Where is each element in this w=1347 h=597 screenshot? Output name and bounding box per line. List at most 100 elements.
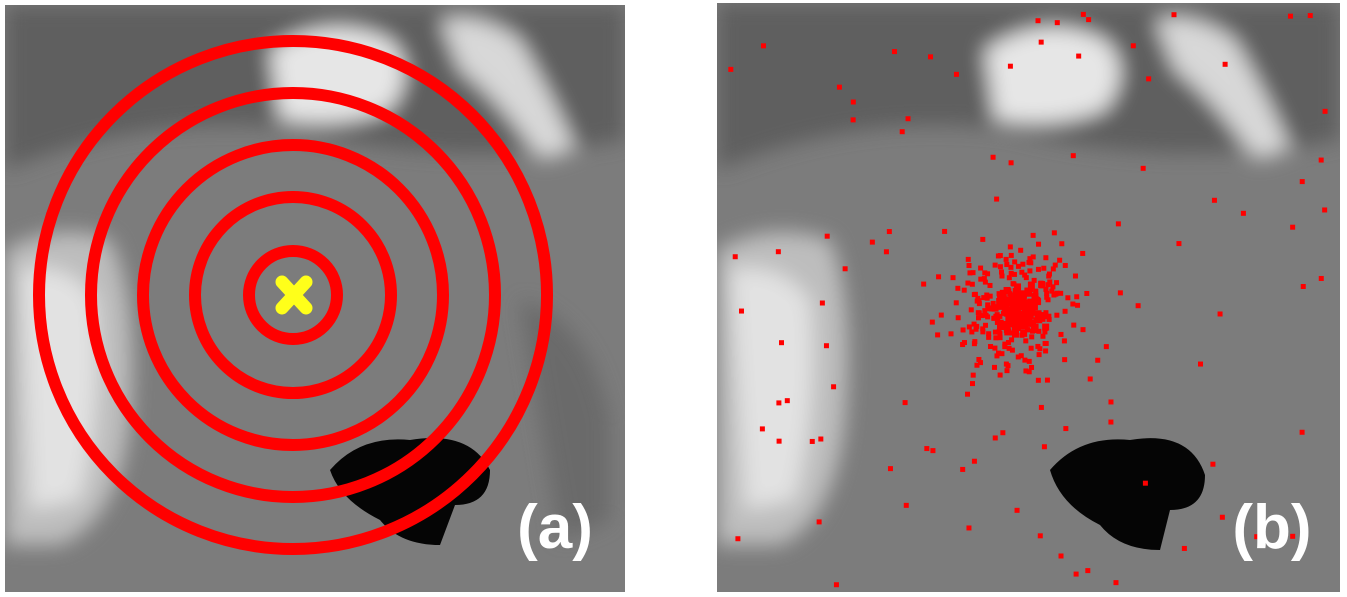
sample-point <box>906 116 911 121</box>
sample-point <box>1071 323 1076 328</box>
sample-point <box>1046 314 1051 319</box>
sample-point <box>1029 334 1034 339</box>
sample-point <box>993 435 998 440</box>
sample-point <box>984 293 989 298</box>
sample-point <box>1004 257 1009 262</box>
sample-point <box>818 437 823 442</box>
sample-point <box>1047 272 1052 277</box>
sample-point <box>960 467 965 472</box>
sample-point <box>1041 312 1046 317</box>
sample-point <box>971 373 976 378</box>
sample-point <box>975 299 980 304</box>
sample-point <box>962 340 967 345</box>
sample-point <box>992 346 997 351</box>
sample-point <box>1054 313 1059 318</box>
sample-point <box>843 266 848 271</box>
sample-point <box>967 324 972 329</box>
panel-label: (a) <box>517 493 593 562</box>
sample-point <box>991 155 996 160</box>
sample-point <box>1198 362 1203 367</box>
sample-point <box>972 322 977 327</box>
sample-point <box>1020 262 1025 267</box>
sample-point <box>904 503 909 508</box>
sample-point <box>1136 303 1141 308</box>
sample-point <box>961 327 966 332</box>
sample-point <box>967 270 972 275</box>
sample-point <box>870 240 875 245</box>
sample-point <box>1022 273 1027 278</box>
sample-point <box>965 281 970 286</box>
sample-point <box>1007 346 1012 351</box>
sample-point <box>1008 244 1013 249</box>
sample-point <box>1005 363 1010 368</box>
sample-point <box>1074 294 1079 299</box>
sample-point <box>1000 430 1005 435</box>
sample-point <box>1084 291 1089 296</box>
sample-point <box>1022 358 1027 363</box>
sample-point <box>888 466 893 471</box>
sample-point <box>1029 309 1036 316</box>
sample-point <box>936 274 941 279</box>
sample-point <box>976 315 981 320</box>
sample-point <box>1011 302 1018 309</box>
sample-point <box>921 282 926 287</box>
sample-point <box>1300 179 1305 184</box>
sample-point <box>1040 334 1045 339</box>
sample-point <box>1043 341 1048 346</box>
sample-point <box>735 536 740 541</box>
sample-point <box>1062 357 1067 362</box>
sample-point <box>1036 242 1041 247</box>
sample-point <box>831 384 836 389</box>
sample-point <box>978 360 983 365</box>
sample-point <box>903 400 908 405</box>
sample-point <box>1300 430 1305 435</box>
sample-point <box>1036 378 1041 383</box>
sample-point <box>993 335 998 340</box>
sample-point <box>930 448 935 453</box>
sample-point <box>1004 322 1011 329</box>
sample-point <box>1022 309 1029 316</box>
sample-point <box>1016 354 1021 359</box>
sample-point <box>1031 293 1038 300</box>
sample-point <box>1009 253 1014 258</box>
sample-point <box>1058 291 1063 296</box>
sample-point <box>1041 266 1046 271</box>
sample-point <box>1035 344 1040 349</box>
sample-point <box>996 253 1001 258</box>
sample-point <box>1024 288 1031 295</box>
sample-point <box>1044 291 1049 296</box>
sample-point <box>1016 264 1021 269</box>
sample-point <box>972 459 977 464</box>
sample-point <box>1023 338 1028 343</box>
sample-point <box>1176 241 1181 246</box>
sample-point <box>739 309 744 314</box>
sample-point <box>1076 54 1081 59</box>
sample-point <box>1043 348 1048 353</box>
sample-point <box>969 307 974 312</box>
sample-point <box>851 117 856 122</box>
sample-point <box>1319 158 1324 163</box>
sample-point <box>1046 297 1051 302</box>
sample-point <box>1113 580 1118 585</box>
sample-point <box>834 582 839 587</box>
sample-point <box>993 263 998 268</box>
sample-point <box>992 365 997 370</box>
sample-point <box>924 446 929 451</box>
figure: (a) (b) <box>0 0 1347 597</box>
sample-point <box>1014 324 1021 331</box>
sample-point <box>1063 426 1068 431</box>
sample-point <box>1088 376 1093 381</box>
sample-point <box>986 335 991 340</box>
sample-point <box>1043 255 1048 260</box>
sample-point <box>928 54 933 59</box>
sample-point <box>1031 233 1036 238</box>
sample-point <box>1042 324 1049 331</box>
sample-point <box>993 330 998 335</box>
sample-point <box>1002 301 1009 308</box>
sample-point <box>939 313 944 318</box>
sample-point <box>988 283 993 288</box>
sample-point <box>1015 508 1020 513</box>
sample-point <box>967 263 972 268</box>
sample-point <box>776 400 781 405</box>
sample-point <box>1039 405 1044 410</box>
